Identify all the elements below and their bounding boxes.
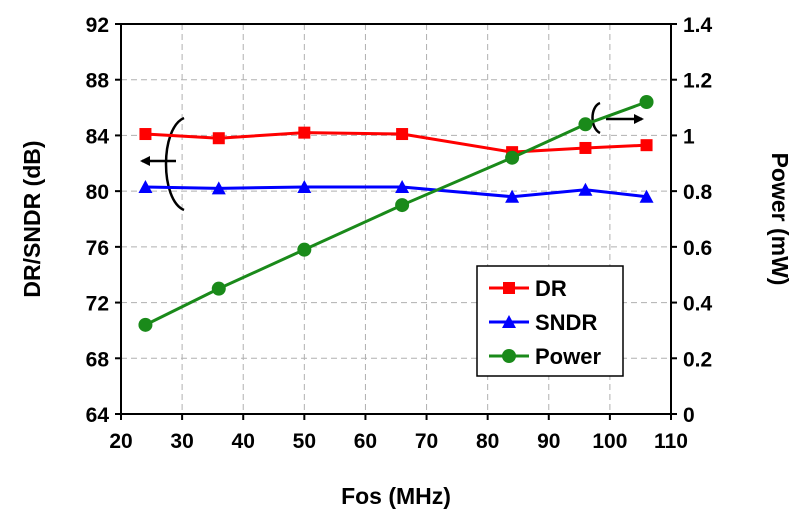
left-y-tick-label: 84 bbox=[86, 125, 110, 148]
sndr-point bbox=[297, 179, 312, 193]
series bbox=[138, 95, 654, 332]
left-y-tick-label: 80 bbox=[86, 181, 109, 204]
power-point bbox=[211, 281, 226, 296]
dr-point bbox=[212, 132, 225, 145]
right-y-tick-label: 0.6 bbox=[683, 237, 712, 260]
legend-power-swatch-marker bbox=[502, 349, 516, 363]
power-point bbox=[578, 117, 593, 132]
series-power bbox=[138, 95, 654, 332]
left-y-tick-label: 68 bbox=[86, 348, 110, 371]
right-y-tick-label: 0.4 bbox=[683, 293, 713, 316]
power-point bbox=[297, 242, 312, 257]
x-tick-label: 40 bbox=[232, 430, 255, 453]
legend-sndr-swatch-marker bbox=[502, 315, 516, 328]
x-tick-label: 20 bbox=[109, 430, 132, 453]
right-y-axis-title: Power (mW) bbox=[767, 153, 793, 286]
left-y-axis-title: DR/SNDR (dB) bbox=[19, 140, 45, 297]
left-y-tick-label: 88 bbox=[86, 70, 110, 93]
series-dr bbox=[139, 126, 653, 159]
right-y-tick-label: 1.4 bbox=[683, 14, 713, 37]
power-point bbox=[395, 198, 410, 213]
legend-dr-label: DR bbox=[535, 276, 567, 301]
series-sndr bbox=[138, 179, 654, 203]
dr-point bbox=[139, 128, 152, 141]
legend-dr-swatch-marker bbox=[503, 282, 515, 294]
left-axis-bracket bbox=[164, 116, 185, 212]
x-tick-label: 100 bbox=[592, 430, 627, 453]
power-point bbox=[505, 150, 520, 165]
right-y-tick-label: 0.8 bbox=[683, 181, 713, 204]
right-axis-bracket bbox=[591, 101, 601, 135]
x-tick-label: 60 bbox=[354, 430, 377, 453]
dr-point bbox=[640, 139, 653, 152]
legend-sndr-label: SNDR bbox=[535, 310, 597, 335]
legend-power-label: Power bbox=[535, 344, 601, 369]
sndr-point bbox=[395, 179, 410, 193]
power-point bbox=[138, 317, 153, 332]
dr-point bbox=[298, 126, 311, 139]
x-tick-label: 30 bbox=[170, 430, 193, 453]
right-y-tick-label: 0 bbox=[683, 404, 695, 427]
x-axis-title: Fos (MHz) bbox=[341, 483, 451, 509]
x-tick-label: 50 bbox=[293, 430, 316, 453]
x-tick-label: 110 bbox=[654, 430, 688, 453]
axis-annotations bbox=[140, 101, 644, 212]
left-y-tick-label: 76 bbox=[86, 237, 109, 260]
left-y-tick-label: 72 bbox=[86, 293, 109, 316]
sndr-point bbox=[138, 179, 153, 193]
right-y-tick-label: 1.2 bbox=[683, 70, 712, 93]
x-tick-label: 80 bbox=[476, 430, 499, 453]
dr-point bbox=[396, 128, 409, 141]
sndr-point bbox=[578, 182, 593, 196]
left-y-tick-label: 64 bbox=[86, 404, 110, 427]
power-point bbox=[639, 95, 654, 109]
sndr-point bbox=[639, 189, 654, 203]
left-y-tick-label: 92 bbox=[86, 14, 109, 37]
sndr-point bbox=[211, 181, 226, 195]
legend: DR SNDR Power bbox=[476, 265, 624, 377]
x-tick-label: 70 bbox=[415, 430, 438, 453]
axis-ticks: 20 30 40 50 60 70 80 90 100 110 64 68 72 76 80 84 88 92 0 0… bbox=[86, 14, 713, 453]
dr-point bbox=[579, 141, 592, 154]
right-y-tick-label: 1 bbox=[683, 125, 695, 148]
x-tick-label: 90 bbox=[537, 430, 560, 453]
sndr-point bbox=[505, 189, 520, 203]
plot-frame bbox=[120, 23, 672, 415]
right-y-tick-label: 0.2 bbox=[683, 348, 712, 371]
